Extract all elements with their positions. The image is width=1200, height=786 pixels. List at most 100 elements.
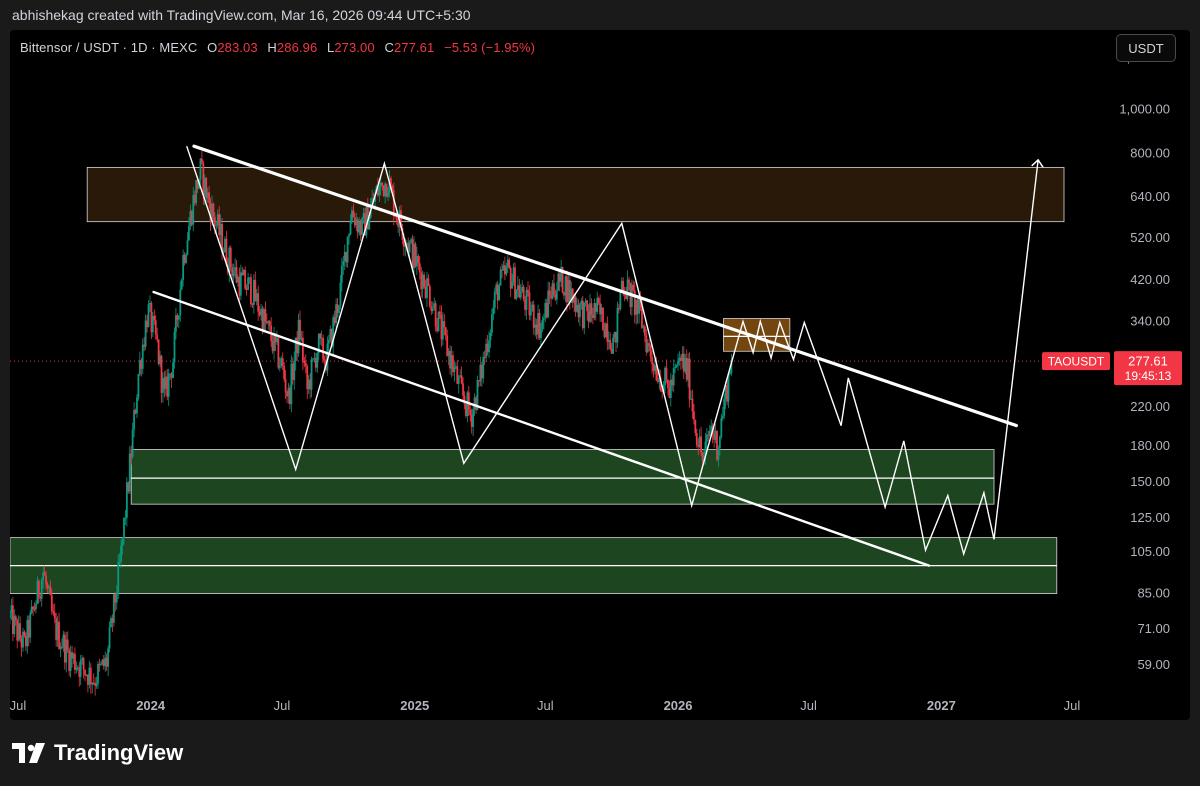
- candle-body: [310, 359, 313, 390]
- candle-body: [314, 358, 317, 368]
- candle-body: [668, 388, 671, 398]
- candle-body: [131, 429, 134, 457]
- candle-body: [454, 366, 457, 368]
- candle-body: [521, 286, 524, 292]
- candle-body: [592, 315, 594, 318]
- candle-body: [656, 380, 659, 382]
- candle-body: [108, 627, 111, 649]
- candle-body: [385, 183, 388, 197]
- candle-body: [622, 280, 625, 292]
- y-tick-label: 420.00: [1130, 272, 1170, 287]
- x-tick-label: 2025: [400, 698, 429, 713]
- candle-body: [674, 366, 677, 369]
- candle-body: [239, 272, 242, 296]
- candle-body: [176, 315, 179, 320]
- candle-body: [84, 669, 86, 676]
- support-zone-upper: [130, 449, 995, 505]
- candle-body: [287, 387, 290, 397]
- candle-body: [355, 219, 358, 226]
- candle-body: [261, 308, 264, 332]
- candle-body: [638, 298, 640, 314]
- candle-body: [351, 210, 353, 223]
- candle-body: [642, 326, 645, 328]
- symbol-tag-text: TAOUSDT: [1048, 355, 1105, 369]
- chart-frame[interactable]: 1,300.001,000.00800.00640.00520.00420.00…: [10, 30, 1190, 720]
- candle-body: [434, 303, 437, 327]
- candle-body: [384, 183, 387, 197]
- candle-body: [688, 358, 691, 400]
- candle-body: [590, 303, 593, 316]
- candle-body: [215, 224, 218, 227]
- candle-body: [91, 682, 94, 685]
- candle-body: [87, 675, 89, 685]
- candle-body: [260, 308, 262, 316]
- x-tick-label: 2024: [136, 698, 166, 713]
- candle-body: [23, 631, 26, 637]
- candle-body: [319, 333, 322, 339]
- candle-body: [437, 311, 440, 332]
- candle-body: [405, 243, 408, 245]
- low-label: L: [327, 40, 335, 55]
- candle-body: [499, 269, 502, 286]
- candle-body: [268, 321, 271, 326]
- candle-body: [114, 594, 117, 603]
- candle-body: [118, 561, 121, 563]
- candle-body: [677, 360, 679, 365]
- candle-body: [112, 594, 115, 623]
- candle-body: [680, 357, 682, 361]
- candle-body: [418, 263, 421, 273]
- candle-body: [62, 634, 65, 648]
- candle-body: [153, 315, 156, 321]
- candle-body: [695, 433, 698, 446]
- candle-body: [81, 658, 84, 660]
- candle-body: [97, 663, 99, 684]
- candle-body: [237, 276, 239, 283]
- candle-body: [606, 323, 609, 342]
- candle-body: [651, 356, 653, 364]
- candle-body: [228, 247, 231, 273]
- high-value: 286.96: [276, 40, 318, 55]
- candle-body: [330, 329, 333, 347]
- candle-body: [603, 330, 606, 338]
- candle-body: [655, 365, 658, 381]
- candle-body: [359, 222, 362, 235]
- candle-body: [544, 302, 547, 318]
- candle-body: [717, 448, 720, 460]
- candle-body: [568, 280, 571, 301]
- currency-button[interactable]: USDT: [1116, 34, 1176, 62]
- candle-body: [727, 372, 730, 402]
- candle-body: [654, 365, 656, 371]
- candle-body: [30, 606, 33, 614]
- tradingview-logo-icon: [12, 743, 45, 763]
- symbol-tag: [1042, 352, 1110, 371]
- candle-body: [170, 373, 173, 378]
- candle-body: [560, 267, 563, 282]
- candle-body: [378, 186, 381, 196]
- candle-body: [704, 441, 707, 455]
- candle-body: [17, 623, 20, 641]
- candle-body: [242, 270, 245, 276]
- candle-body: [467, 392, 470, 410]
- candle-body: [607, 339, 610, 342]
- candle-body: [59, 646, 62, 649]
- candle-body: [182, 254, 185, 280]
- price-tag-countdown: 19:45:13: [1125, 369, 1172, 383]
- candle-body: [40, 580, 43, 599]
- price-chart[interactable]: 1,300.001,000.00800.00640.00520.00420.00…: [10, 30, 1190, 720]
- candle-body: [446, 335, 449, 356]
- axes-layer: 1,300.001,000.00800.00640.00520.00420.00…: [10, 50, 1182, 713]
- candle-body: [564, 276, 567, 296]
- candle-body: [312, 358, 314, 360]
- candle-body: [189, 210, 192, 226]
- candle-body: [626, 279, 629, 300]
- upper-trendline: [192, 144, 1018, 428]
- candle-body: [551, 283, 554, 299]
- candle-body: [473, 397, 476, 410]
- candle-body: [278, 365, 281, 368]
- candle-body: [78, 667, 81, 677]
- candle-body: [495, 284, 498, 292]
- candle-body: [222, 251, 225, 253]
- tradingview-logo[interactable]: TradingView: [12, 740, 183, 766]
- candle-body: [414, 243, 417, 267]
- candle-body: [460, 375, 463, 384]
